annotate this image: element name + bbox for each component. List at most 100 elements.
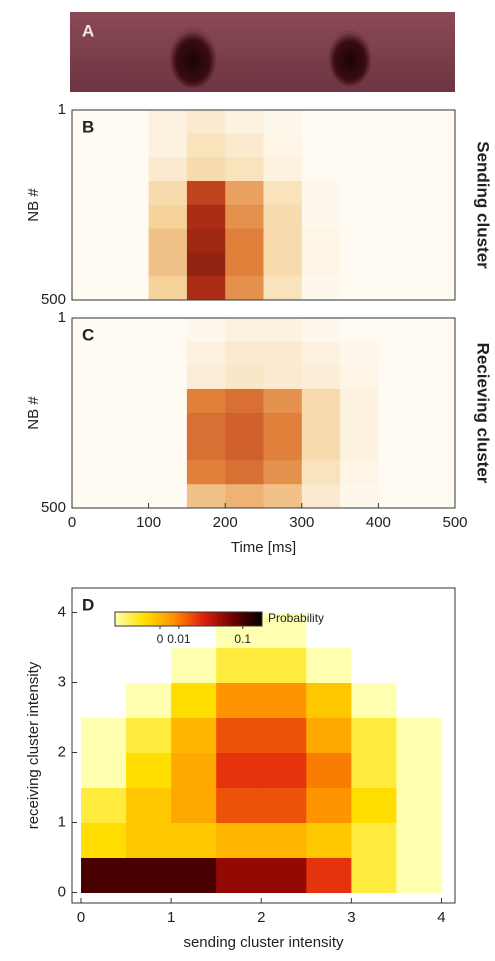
heatmap-cell — [306, 787, 352, 823]
heatmap-cell — [340, 110, 379, 134]
heatmap-cell — [148, 181, 188, 206]
colorbar-step — [173, 612, 178, 626]
heatmap-cell — [340, 228, 379, 253]
heatmap-cell — [126, 822, 172, 858]
heatmap-cell — [301, 436, 341, 461]
heatmap-cell — [351, 822, 397, 858]
heatmap-cell — [225, 389, 264, 414]
plot-frame — [71, 317, 456, 509]
colorbar-frame — [114, 611, 263, 627]
colorbar-step — [177, 612, 182, 626]
heatmap-cell — [301, 412, 341, 438]
heatmap-cell — [81, 682, 127, 718]
heatmap-cell — [186, 252, 226, 277]
colorbar-step — [159, 612, 164, 626]
heatmap-cell — [301, 389, 341, 414]
heatmap-cell — [126, 857, 172, 893]
heatmap-cell — [72, 204, 111, 230]
heatmap-cell — [110, 389, 150, 414]
heatmap-cell — [261, 857, 307, 893]
heatmap-cell — [186, 133, 226, 158]
x-tick-label: 200 — [213, 514, 238, 531]
heatmap-cell — [396, 857, 442, 893]
heatmap-cell — [148, 484, 188, 508]
colorbar-step — [214, 612, 219, 626]
heatmap-cell — [216, 857, 262, 893]
heatmap-cell — [225, 412, 264, 438]
heatmap-cell — [186, 204, 226, 230]
x-tick-label: 4 — [437, 909, 445, 926]
heatmap-cell — [186, 341, 226, 366]
colorbar-tick-label: 0.01 — [167, 632, 191, 646]
colorbar-step — [239, 612, 245, 626]
heatmap-cell — [416, 318, 455, 342]
heatmap-cell — [72, 252, 111, 277]
colorbar-step — [192, 612, 197, 626]
heatmap-cell — [110, 341, 150, 366]
heatmap-cell — [171, 752, 217, 788]
heatmap-cell — [396, 682, 442, 718]
heatmap-cell — [81, 787, 127, 823]
colorbar-step — [166, 612, 171, 626]
heatmap-cell — [378, 436, 418, 461]
colorbar-step — [206, 612, 212, 626]
heatmap-cell — [340, 365, 379, 390]
x-tick-label: 2 — [257, 909, 265, 926]
heatmap-cell — [186, 412, 226, 438]
colorbar-step — [184, 612, 189, 626]
heatmap-cell — [301, 318, 341, 342]
heatmap-cell — [110, 228, 150, 253]
heatmap-cell — [301, 365, 341, 390]
colorbar-step — [148, 612, 153, 626]
heatmap-cell — [306, 588, 352, 613]
heatmap-cell — [340, 133, 379, 158]
heatmap-cell — [261, 787, 307, 823]
heatmap-cell — [225, 228, 264, 253]
heatmap-cell — [261, 682, 307, 718]
heatmap-cell — [263, 460, 303, 485]
heatmap-cell — [261, 822, 307, 858]
colorbar-step — [199, 612, 204, 626]
heatmap-cell — [306, 682, 352, 718]
x-tick-label: 0 — [77, 909, 85, 926]
colorbar-step — [195, 612, 201, 626]
y-tick-label: 0 — [58, 883, 66, 900]
heatmap-cell — [216, 822, 262, 858]
heatmap-cell — [186, 181, 226, 206]
heatmap-cell — [261, 588, 307, 613]
heatmap-cell — [110, 181, 150, 206]
heatmap-cell — [171, 857, 217, 893]
heatmap-cell — [171, 822, 217, 858]
heatmap-cell — [306, 647, 352, 683]
colorbar-step — [243, 612, 248, 626]
x-tick-label: 400 — [366, 514, 391, 531]
heatmap-cell — [225, 460, 264, 485]
heatmap-cell — [351, 647, 397, 683]
heatmap-cell — [378, 318, 418, 342]
heatmap-cell — [72, 276, 111, 300]
heatmap-cell — [396, 787, 442, 823]
y-tick-label: 1 — [58, 101, 66, 118]
heatmap-cell — [378, 181, 418, 206]
heatmap-cell — [301, 341, 341, 366]
heatmap-cell — [416, 341, 455, 366]
heatmap-cell — [186, 389, 226, 414]
y-tick-label: 4 — [58, 603, 66, 620]
heatmap-cell — [171, 717, 217, 753]
heatmap-cell — [378, 204, 418, 230]
heatmap-cell — [351, 857, 397, 893]
heatmap-cell — [301, 276, 341, 300]
heatmap-cell — [378, 276, 418, 300]
x-tick-label: 0 — [68, 514, 76, 531]
heatmap-cell — [340, 484, 379, 508]
heatmap-cell — [72, 460, 111, 485]
heatmap-cell — [263, 133, 303, 158]
heatmap-cell — [263, 318, 303, 342]
heatmap-cell — [81, 588, 127, 613]
y-tick-label: 500 — [41, 291, 66, 308]
heatmap-cell — [301, 484, 341, 508]
heatmap-cell — [416, 133, 455, 158]
heatmap-cell — [72, 318, 111, 342]
heatmap-cell — [340, 412, 379, 438]
heatmap-cell — [81, 647, 127, 683]
